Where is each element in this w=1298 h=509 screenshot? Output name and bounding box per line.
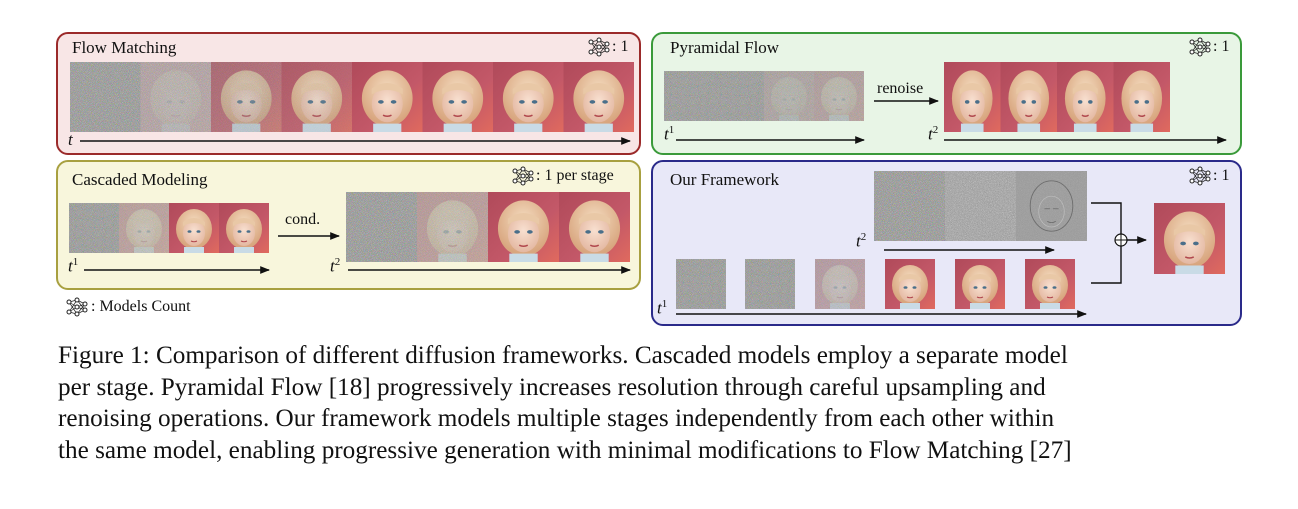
image-frame-portrait — [955, 259, 1005, 309]
neural-network-icon — [588, 37, 610, 57]
image-frame-noise — [70, 62, 141, 132]
image-frame-blend — [764, 71, 814, 121]
output-image — [1154, 203, 1225, 274]
flow-matching-image-strip — [70, 62, 634, 132]
legend-text: : Models Count — [91, 298, 191, 315]
time-label-t1: t1 — [664, 124, 675, 144]
cond-label: cond. — [285, 211, 321, 228]
image-frame-noise — [664, 71, 714, 121]
flow-matching-count-text: : 1 — [612, 38, 629, 55]
image-frame-noise — [69, 203, 119, 253]
combination-bracket — [1091, 202, 1122, 284]
image-frame-noise — [714, 71, 764, 121]
caption-line: per stage. Pyramidal Flow [18] progressi… — [58, 373, 1046, 401]
image-frame-blend — [140, 62, 211, 132]
time-label-t2: t2 — [330, 256, 341, 276]
caption-line: the same model, enabling progressive gen… — [58, 436, 1072, 464]
image-frame-portrait — [885, 259, 935, 309]
our-framework-model-count: : 1 — [1189, 166, 1229, 186]
time-label-t1: t1 — [68, 256, 79, 276]
image-frame-portrait — [493, 62, 564, 132]
image-frame-noise — [676, 259, 726, 309]
image-frame-portrait — [1000, 62, 1057, 132]
image-frame-noise — [874, 171, 945, 241]
image-frame-portrait — [944, 62, 1001, 132]
image-frame-portrait — [422, 62, 493, 132]
time-label-t: t — [68, 130, 73, 149]
cascaded-high-res-strip — [346, 192, 630, 262]
image-frame-noise — [745, 259, 795, 309]
image-frame-blend — [814, 71, 864, 121]
time-label-t2: t2 — [856, 231, 867, 251]
flow-matching-model-count: : 1 — [588, 37, 628, 57]
cascaded-modeling-count-text: : 1 per stage — [536, 167, 614, 184]
neural-network-icon — [512, 166, 534, 186]
image-frame-portrait — [1057, 62, 1114, 132]
low-res-stage-strip — [676, 259, 1075, 309]
image-frame-portrait — [563, 62, 634, 132]
image-frame-portrait — [352, 62, 423, 132]
image-frame-portrait — [219, 203, 269, 253]
plus-icon — [1114, 233, 1128, 247]
image-frame-residual — [1016, 171, 1087, 241]
image-frame-residual — [945, 171, 1016, 241]
image-frame-portrait — [488, 192, 559, 262]
flow-matching-title: Flow Matching — [72, 38, 177, 57]
image-frame-blend — [815, 259, 865, 309]
caption-line: renoising operations. Our framework mode… — [58, 405, 1055, 432]
image-frame-blend — [211, 62, 282, 132]
neural-network-icon — [1189, 166, 1211, 186]
image-frame-portrait — [1025, 259, 1075, 309]
pyramidal-flow-low-res-strip — [664, 71, 864, 121]
image-frame-blend — [417, 192, 488, 262]
image-frame-blend — [119, 203, 169, 253]
cascaded-modeling-model-count: : 1 per stage — [512, 166, 614, 186]
pyramidal-flow-title: Pyramidal Flow — [670, 38, 780, 57]
image-frame-noise — [346, 192, 417, 262]
image-frame-blend — [281, 62, 352, 132]
image-frame-portrait — [169, 203, 219, 253]
neural-network-icon — [1189, 37, 1211, 57]
image-frame-portrait — [1113, 62, 1170, 132]
figure-caption: Figure 1: Comparison of different diffus… — [58, 340, 1248, 466]
pyramidal-flow-high-res-strip — [944, 62, 1170, 132]
time-label-t2: t2 — [928, 124, 939, 144]
neural-network-icon — [66, 297, 88, 317]
our-framework-count-text: : 1 — [1213, 167, 1230, 184]
caption-line: Figure 1: Comparison of different diffus… — [58, 342, 1068, 369]
image-frame-portrait — [559, 192, 630, 262]
pyramidal-flow-model-count: : 1 — [1189, 37, 1229, 57]
renoise-label: renoise — [877, 80, 924, 97]
cascaded-low-res-strip — [69, 203, 269, 253]
legend: : Models Count — [66, 297, 191, 317]
pyramidal-flow-count-text: : 1 — [1213, 38, 1230, 55]
residual-strip — [874, 171, 1087, 241]
our-framework-title: Our Framework — [670, 170, 780, 189]
time-label-t1: t1 — [657, 298, 668, 318]
cascaded-modeling-title: Cascaded Modeling — [72, 170, 208, 189]
